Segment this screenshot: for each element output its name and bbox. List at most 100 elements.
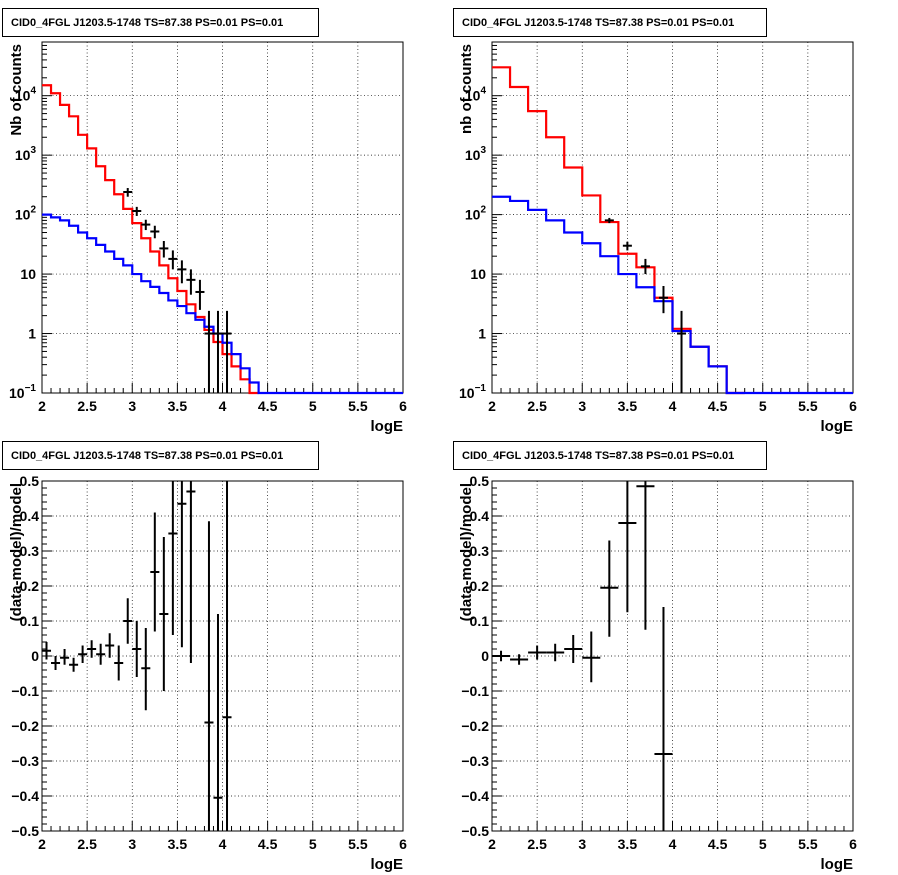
data-point (168, 250, 178, 270)
x-tick-label: 5 (759, 398, 767, 414)
data-point (159, 241, 169, 258)
data-point (222, 310, 232, 393)
data-point (204, 521, 214, 831)
chart-title: CID0_4FGL J1203.5-1748 TS=87.38 PS=0.01 … (462, 450, 734, 462)
data-point (654, 607, 673, 831)
x-tick-label: 4.5 (258, 398, 278, 414)
y-tick-label: 0 (481, 648, 489, 664)
data-point (132, 206, 142, 216)
data-point (213, 310, 223, 393)
y-tick-label: −0.3 (11, 753, 39, 769)
x-tick-label: 6 (399, 836, 407, 852)
chart-panel-1: CID0_4FGL J1203.5-1748 TS=87.38 PS=0.01 … (2, 8, 407, 435)
x-tick-label: 4.5 (708, 836, 728, 852)
data-point (510, 654, 529, 665)
x-tick-label: 5.5 (348, 398, 368, 414)
y-axis-label: (data-model)/model (8, 483, 25, 621)
series-model-total-line (42, 84, 259, 395)
x-tick-label: 5 (309, 836, 317, 852)
y-tick-label: 0.3 (470, 543, 490, 559)
data-point (564, 635, 583, 663)
x-tick-label: 6 (399, 398, 407, 414)
x-tick-label: 2.5 (77, 836, 97, 852)
x-tick-label: 5.5 (348, 836, 368, 852)
y-tick-label: 10 (20, 266, 36, 282)
data-point (168, 481, 178, 635)
y-tick-label: 0.1 (20, 613, 40, 629)
y-tick-label: 0.2 (470, 578, 490, 594)
y-tick-label: −0.5 (11, 823, 39, 839)
y-tick-label: 10−1 (459, 383, 486, 401)
data-point (78, 645, 88, 663)
title-box (2, 8, 319, 37)
x-tick-label: 3.5 (618, 398, 638, 414)
y-tick-label: −0.4 (461, 788, 489, 804)
data-point (492, 650, 511, 662)
data-point (96, 643, 106, 665)
series-model-component-line (42, 213, 403, 395)
x-tick-label: 2.5 (527, 836, 547, 852)
data-point (141, 219, 151, 231)
y-tick-label: 0 (31, 648, 39, 664)
data-point (222, 481, 232, 831)
x-tick-label: 3 (578, 398, 586, 414)
y-axis-label: (data-model)/model (458, 483, 475, 621)
y-tick-label: 10 (470, 266, 486, 282)
x-tick-label: 3.5 (168, 836, 188, 852)
data-point (600, 540, 619, 637)
data-point (204, 310, 214, 393)
data-point (528, 645, 547, 660)
title-box (453, 8, 767, 37)
data-point (105, 633, 115, 658)
data-point (582, 631, 601, 683)
y-tick-label: 1 (28, 326, 36, 342)
x-axis-label: logE (821, 856, 854, 873)
x-tick-label: 5.5 (798, 398, 818, 414)
y-tick-label: 0.4 (20, 508, 40, 524)
data-point (186, 481, 196, 663)
x-axis-label: logE (371, 856, 404, 873)
x-tick-label: 4 (219, 398, 227, 414)
data-point (186, 269, 196, 295)
y-tick-label: 0.5 (20, 473, 40, 489)
y-tick-label: 0.4 (470, 508, 490, 524)
data-point (677, 310, 687, 393)
data-point (87, 640, 97, 658)
y-tick-label: 0.2 (20, 578, 40, 594)
chart-panel-2: CID0_4FGL J1203.5-1748 TS=87.38 PS=0.01 … (453, 8, 857, 435)
x-tick-label: 2 (488, 836, 496, 852)
chart-title: CID0_4FGL J1203.5-1748 TS=87.38 PS=0.01 … (11, 17, 283, 29)
x-tick-label: 4.5 (258, 836, 278, 852)
y-tick-label: 0.3 (20, 543, 40, 559)
data-point (60, 649, 70, 665)
data-point (150, 512, 160, 632)
x-tick-label: 4 (669, 398, 677, 414)
data-point (177, 481, 187, 648)
x-axis-label: logE (371, 418, 404, 435)
data-point (51, 656, 61, 670)
data-point (195, 279, 205, 310)
x-tick-label: 3 (128, 836, 136, 852)
chart-panel-3: CID0_4FGL J1203.5-1748 TS=87.38 PS=0.01 … (2, 441, 407, 873)
y-tick-label: 104 (15, 86, 37, 104)
data-point (150, 225, 160, 239)
y-tick-label: −0.2 (11, 718, 39, 734)
x-tick-label: 4 (669, 836, 677, 852)
data-point (69, 657, 79, 672)
y-tick-label: 102 (465, 205, 487, 223)
title-box (453, 441, 767, 470)
y-tick-label: −0.1 (461, 683, 489, 699)
y-tick-label: 102 (15, 205, 37, 223)
data-point (622, 241, 632, 251)
y-axis-label: nb of counts (458, 44, 475, 134)
y-tick-label: −0.3 (461, 753, 489, 769)
x-tick-label: 3 (128, 398, 136, 414)
x-tick-label: 3 (578, 836, 586, 852)
x-tick-label: 2 (38, 398, 46, 414)
data-point (636, 481, 655, 630)
x-axis-label: logE (821, 418, 854, 435)
data-point (213, 614, 223, 831)
data-point (132, 621, 142, 677)
y-tick-label: 0.1 (470, 613, 490, 629)
